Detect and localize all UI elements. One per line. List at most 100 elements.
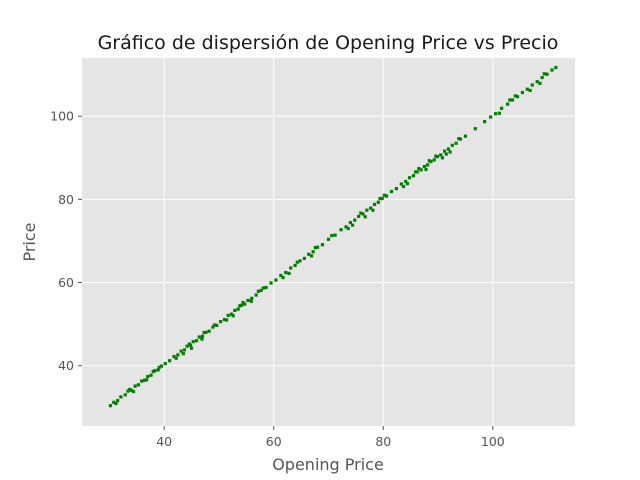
scatter-point xyxy=(545,72,549,76)
scatter-point xyxy=(212,323,217,327)
scatter-point xyxy=(435,154,440,159)
scatter-point xyxy=(320,243,325,247)
scatter-point xyxy=(279,273,283,278)
scatter-point xyxy=(298,259,302,263)
y-tick-label: 40 xyxy=(58,358,74,373)
y-tick-label: 80 xyxy=(58,192,74,207)
scatter-point xyxy=(422,164,426,169)
scatter-point xyxy=(293,263,297,268)
scatter-point xyxy=(429,159,433,164)
scatter-point xyxy=(182,348,187,352)
scatter-point xyxy=(202,330,206,335)
scatter-point xyxy=(176,353,180,357)
scatter-point xyxy=(515,95,520,99)
scatter-point xyxy=(440,156,445,160)
scatter-point xyxy=(446,147,451,151)
scatter-point xyxy=(508,98,512,102)
scatter-point xyxy=(371,208,375,212)
scatter-point xyxy=(261,286,265,290)
scatter-point xyxy=(157,365,161,369)
scatter-point xyxy=(131,389,136,394)
scatter-point xyxy=(500,106,504,110)
scatter-point xyxy=(417,167,421,171)
data-points xyxy=(108,65,558,408)
scatter-point xyxy=(432,158,436,162)
scatter-point xyxy=(287,271,291,275)
scatter-point xyxy=(243,302,247,306)
scatter-point xyxy=(289,266,293,270)
scatter-point xyxy=(239,303,243,308)
scatter-point xyxy=(194,339,199,343)
scatter-point xyxy=(129,388,133,392)
scatter-point xyxy=(313,246,317,250)
scatter-point xyxy=(444,152,448,156)
scatter-point xyxy=(448,150,452,154)
scatter-point xyxy=(424,167,428,172)
scatter-point xyxy=(382,193,386,197)
scatter-point xyxy=(530,83,534,87)
scatter-point xyxy=(415,170,419,174)
scatter-point xyxy=(281,275,285,280)
scatter-point xyxy=(159,364,164,368)
scatter-point xyxy=(246,298,250,303)
scatter-point xyxy=(434,154,438,158)
scatter-point xyxy=(264,285,268,290)
scatter-point xyxy=(330,233,334,238)
scatter-point xyxy=(357,214,361,219)
x-axis-label: Opening Price xyxy=(272,455,384,474)
scatter-point xyxy=(259,288,263,293)
scatter-point xyxy=(372,202,377,206)
scatter-point xyxy=(361,212,365,216)
scatter-point xyxy=(153,369,157,373)
scatter-point xyxy=(307,252,311,256)
scatter-point xyxy=(405,181,409,186)
scatter-point xyxy=(506,102,510,106)
scatter-point xyxy=(457,137,461,141)
scatter-point xyxy=(174,356,178,360)
x-tick-label: 40 xyxy=(156,434,172,449)
scatter-point xyxy=(380,196,384,201)
scatter-point xyxy=(302,256,306,261)
scatter-point xyxy=(226,313,230,317)
scatter-point xyxy=(399,182,403,186)
scatter-point xyxy=(295,260,299,264)
scatter-point xyxy=(394,186,399,191)
scatter-point xyxy=(520,90,525,95)
scatter-point xyxy=(238,304,242,308)
scatter-point xyxy=(554,65,558,70)
scatter-point xyxy=(419,168,423,172)
scatter-point xyxy=(114,401,118,406)
scatter-point xyxy=(376,200,380,204)
scatter-point xyxy=(222,317,227,322)
x-tick-label: 60 xyxy=(266,434,282,449)
scatter-point xyxy=(284,270,288,275)
scatter-point xyxy=(411,174,416,178)
scatter-point xyxy=(200,337,204,341)
scatter-point xyxy=(225,318,229,322)
scatter-point xyxy=(483,120,487,124)
scatter-point xyxy=(241,300,245,305)
scatter-point xyxy=(333,233,337,237)
scatter-point xyxy=(344,225,348,229)
scatter-point xyxy=(218,320,223,324)
scatter-point xyxy=(401,184,406,189)
scatter-point xyxy=(458,137,463,141)
scatter-point xyxy=(550,68,554,72)
scatter-point xyxy=(311,250,315,254)
y-tick-label: 100 xyxy=(50,109,74,124)
scatter-point xyxy=(123,393,127,397)
scatter-point xyxy=(151,369,155,374)
scatter-point xyxy=(427,159,431,163)
scatter-point xyxy=(339,228,343,232)
y-tick-label: 60 xyxy=(58,275,74,290)
x-tick-label: 80 xyxy=(375,434,391,449)
scatter-point xyxy=(179,349,183,353)
scatter-point xyxy=(407,176,412,180)
scatter-point xyxy=(389,189,394,194)
scatter-point xyxy=(538,81,542,85)
scatter-point xyxy=(215,323,219,327)
scatter-point xyxy=(426,163,430,167)
scatter-point xyxy=(172,354,176,359)
tick-labels: 40 60 80 100 40 60 80 100 xyxy=(50,109,505,449)
